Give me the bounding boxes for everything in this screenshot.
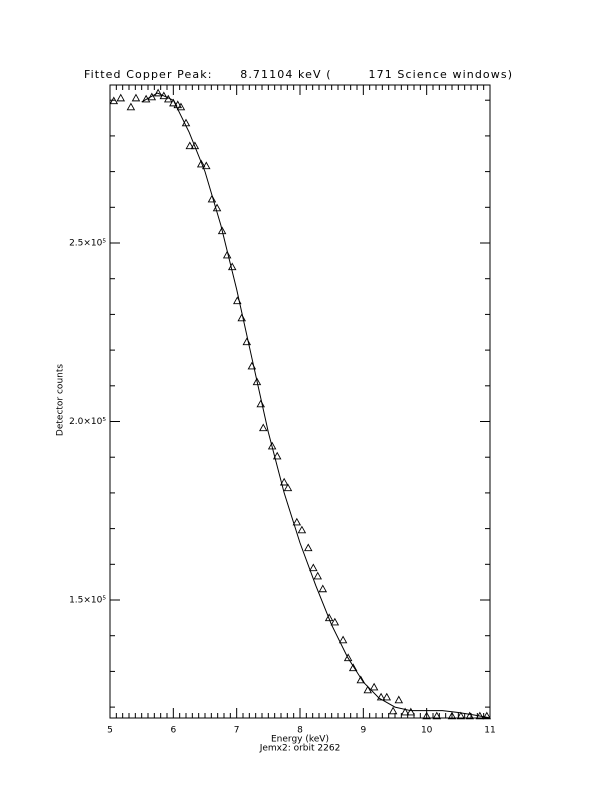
data-point	[252, 377, 262, 386]
data-point	[272, 451, 282, 460]
data-point	[369, 682, 379, 691]
data-point	[309, 563, 318, 572]
y-tick-label: 1.5×10⁵	[69, 596, 106, 606]
data-point	[207, 194, 217, 203]
data-point	[297, 525, 307, 534]
data-point	[303, 543, 313, 552]
x-tick-label: 6	[170, 726, 176, 736]
data-point	[318, 584, 328, 593]
data-point	[432, 711, 442, 720]
data-point	[376, 692, 386, 701]
y-tick-label: 2.5×10⁵	[69, 239, 106, 249]
data-point	[330, 617, 340, 626]
data-point	[116, 93, 126, 102]
x-tick-label: 10	[421, 726, 433, 736]
data-point	[131, 93, 141, 102]
data-point	[382, 692, 392, 701]
data-point	[406, 707, 416, 716]
data-point	[422, 711, 431, 720]
data-point	[237, 313, 246, 322]
x-tick-label: 7	[234, 726, 240, 736]
data-point	[217, 226, 227, 235]
x-tick-label: 8	[297, 726, 303, 736]
data-point	[109, 96, 119, 105]
data-point	[388, 706, 398, 715]
subtitle: Jemx2: orbit 2262	[259, 744, 341, 754]
data-point	[190, 141, 200, 150]
data-point	[185, 141, 195, 150]
data-point	[176, 102, 186, 111]
data-point	[292, 517, 302, 526]
data-point	[338, 635, 348, 644]
data-point	[173, 100, 183, 109]
y-axis-label: Detector counts	[56, 364, 66, 436]
data-point	[363, 685, 373, 694]
data-point	[394, 695, 404, 704]
data-point	[356, 675, 366, 684]
data-point	[126, 102, 136, 111]
data-point	[343, 653, 353, 662]
data-point	[348, 663, 358, 672]
data-point	[222, 250, 232, 259]
data-point	[447, 711, 457, 720]
data-point	[259, 423, 268, 432]
data-point	[400, 707, 410, 716]
data-point	[482, 711, 492, 720]
data-point	[147, 92, 157, 101]
data-point	[313, 571, 322, 580]
chart-title: Fitted Copper Peak: 8.71104 keV ( 171 Sc…	[84, 68, 512, 81]
y-tick-label: 2.0×10⁵	[69, 417, 106, 427]
data-point	[196, 159, 206, 168]
data-point	[283, 483, 293, 492]
data-point	[267, 441, 277, 450]
data-point	[153, 88, 163, 97]
x-tick-label: 5	[107, 726, 113, 736]
x-tick-label: 11	[484, 726, 495, 736]
fit-line	[141, 92, 491, 719]
x-axis-label: Energy (keV)	[271, 735, 329, 745]
data-point	[279, 477, 289, 486]
data-point	[456, 711, 466, 720]
data-point	[324, 613, 334, 622]
x-tick-label: 9	[360, 726, 366, 736]
data-point	[202, 161, 211, 170]
data-point	[465, 711, 474, 720]
